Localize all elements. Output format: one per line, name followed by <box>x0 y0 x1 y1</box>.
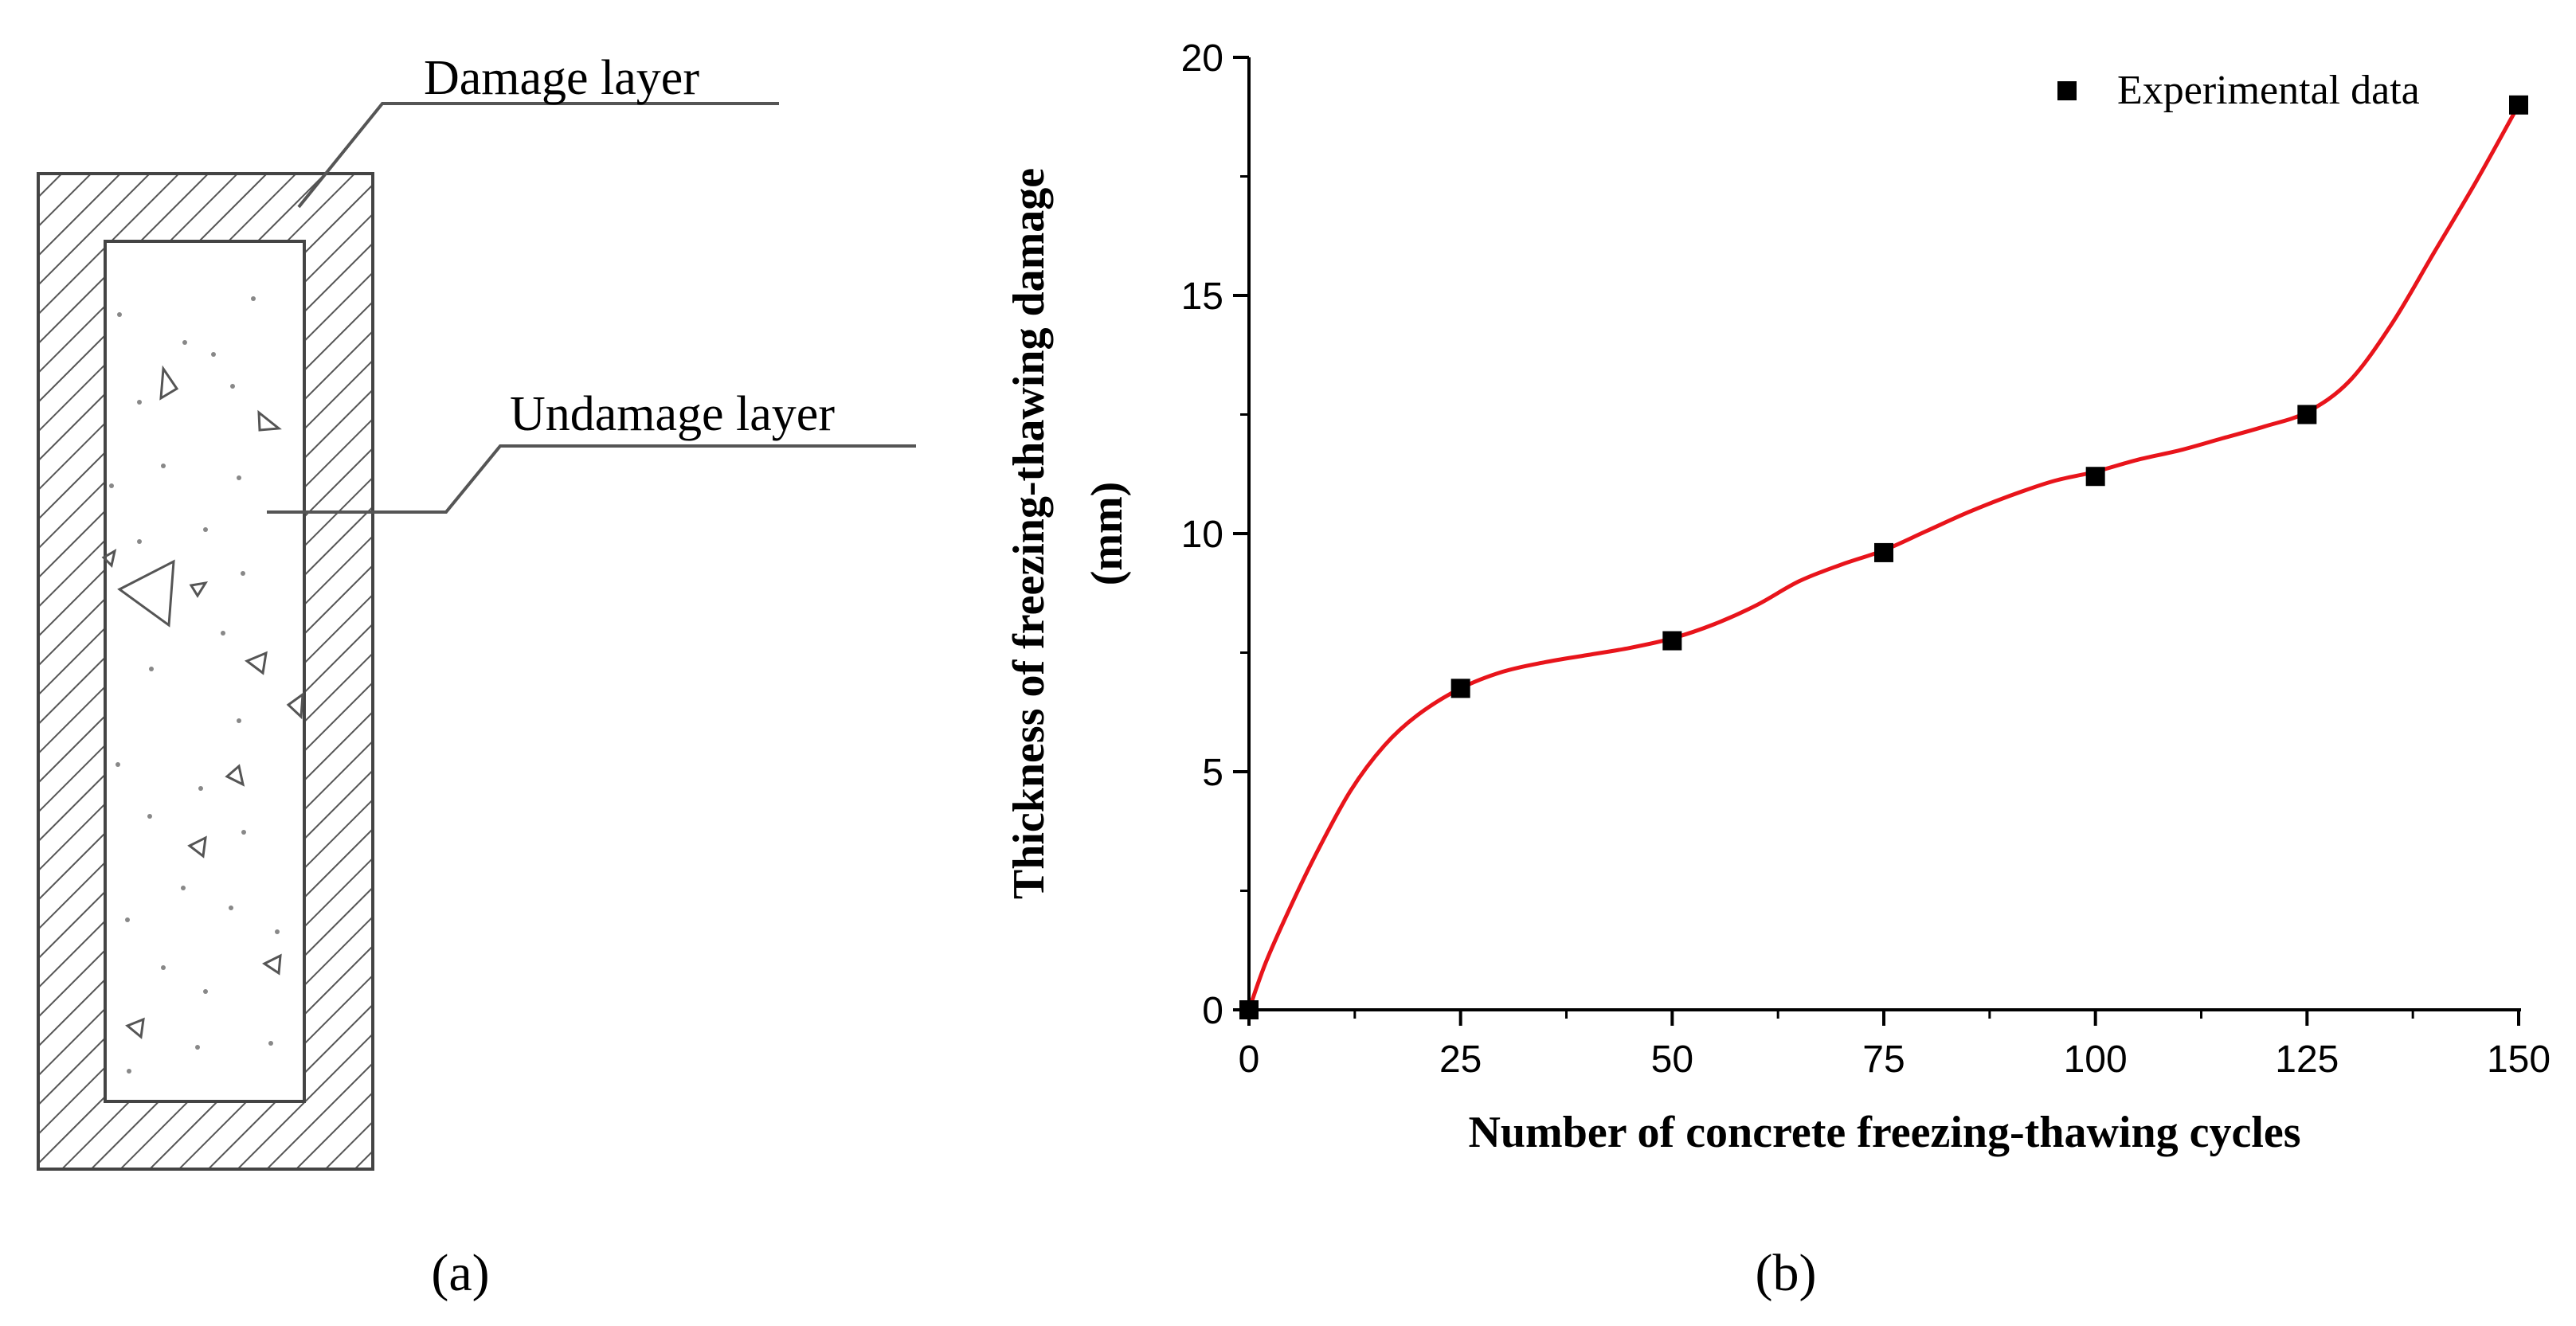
undamage-leader-line <box>267 444 916 514</box>
x-tick-label: 100 <box>2064 1039 2128 1081</box>
panel-a-label: (a) <box>431 1244 489 1302</box>
x-tick-label: 150 <box>2487 1039 2551 1081</box>
x-tick-label: 25 <box>1439 1039 1482 1081</box>
y-axis-title-unit: (mm) <box>1082 482 1132 586</box>
axes <box>1247 57 2521 1011</box>
y-ticks: 0 5 10 15 20 <box>1181 37 1249 1032</box>
undamage-layer-label: Undamage layer <box>510 387 835 441</box>
y-tick-label: 0 <box>1202 990 1223 1032</box>
panel-b-chart: 0 25 50 75 100 125 150 0 5 10 15 20 Experimental d… <box>1004 37 2551 1302</box>
undamage-layer-region <box>104 240 306 1103</box>
data-point <box>2297 405 2317 424</box>
panel-b-label: (b) <box>1756 1244 1817 1302</box>
data-point <box>1239 1000 1259 1019</box>
y-tick-label: 5 <box>1202 752 1223 794</box>
x-tick-label: 125 <box>2275 1039 2339 1081</box>
data-points <box>1239 95 2528 1019</box>
data-point <box>2509 95 2528 115</box>
fit-curve <box>1247 104 2521 1011</box>
legend-label: Experimental data <box>2117 68 2420 113</box>
y-tick-label: 15 <box>1181 276 1223 318</box>
legend-marker <box>2057 81 2077 100</box>
y-tick-label: 10 <box>1181 514 1223 556</box>
x-tick-label: 0 <box>1239 1039 1260 1081</box>
x-tick-label: 50 <box>1651 1039 1693 1081</box>
sand-dots <box>109 296 280 1074</box>
data-point <box>1874 542 1893 562</box>
data-point <box>1662 631 1682 651</box>
x-ticks: 0 25 50 75 100 125 150 <box>1239 1010 2551 1081</box>
data-point <box>2085 467 2105 487</box>
x-axis-title: Number of concrete freezing-thawing cycl… <box>1468 1108 2300 1157</box>
damage-layer-label: Damage layer <box>424 51 699 105</box>
aggregate-particles <box>101 365 304 1039</box>
y-tick-label: 20 <box>1181 37 1223 80</box>
y-axis-title: Thickness of freezing-thawing damage <box>1004 168 1054 899</box>
data-point <box>1450 679 1470 698</box>
damage-leader-line <box>297 102 779 209</box>
x-tick-label: 75 <box>1862 1039 1905 1081</box>
legend: Experimental data <box>2057 68 2420 113</box>
panel-a-drawing: Damage layer Undamage layer (a) <box>37 51 916 1302</box>
